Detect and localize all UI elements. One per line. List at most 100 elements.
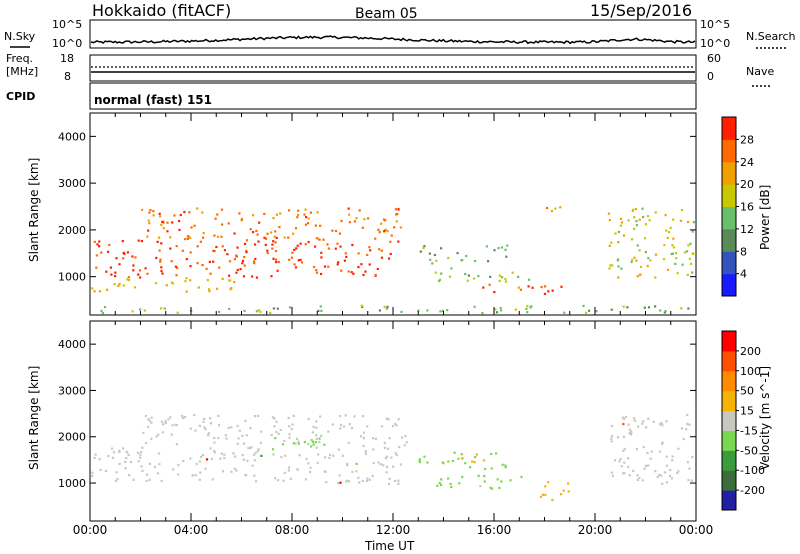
echo-cell [264, 237, 268, 240]
echo-cell [619, 224, 622, 227]
echo-cell [633, 216, 636, 219]
echo-cell [351, 243, 354, 247]
echo-cell [482, 459, 485, 462]
colorbar-tick-label: -200 [740, 484, 765, 497]
echo-cell [644, 223, 648, 226]
echo-cell [307, 443, 310, 446]
echo-cell [361, 479, 364, 482]
echo-cell [662, 258, 666, 261]
echo-cell [670, 477, 673, 480]
echo-cell [617, 241, 620, 244]
echo-cell [280, 455, 283, 459]
echo-cell [659, 309, 662, 312]
echo-cell [339, 423, 342, 427]
echo-cell [248, 446, 251, 449]
echo-cell [242, 458, 245, 461]
echo-cell [245, 473, 248, 477]
velocity-echoes [91, 413, 694, 502]
echo-cell [91, 471, 94, 474]
echo-cell [131, 310, 134, 313]
echo-cell [240, 217, 244, 220]
echo-cell [146, 272, 149, 275]
echo-cell [540, 286, 543, 289]
echo-cell [126, 451, 129, 454]
echo-cell [245, 251, 248, 254]
echo-cell [622, 449, 625, 452]
echo-cell [236, 246, 239, 249]
echo-cell [610, 435, 614, 438]
echo-cell [327, 430, 330, 433]
echo-cell [247, 447, 250, 450]
echo-cell [254, 257, 257, 260]
echo-cell [389, 252, 392, 256]
echo-cell [664, 310, 667, 313]
echo-cell [461, 475, 464, 478]
echo-cell [474, 456, 477, 459]
echo-cell [312, 425, 315, 428]
nave-label: Nave [746, 65, 774, 78]
echo-cell [150, 416, 153, 419]
y-tick-label: 1000 [58, 477, 86, 490]
echo-cell [348, 221, 351, 224]
echo-cell [126, 278, 129, 281]
echo-cell [380, 256, 384, 259]
echo-cell [364, 450, 367, 453]
radar-title: Hokkaido (fitACF) [92, 1, 231, 20]
echo-cell [94, 453, 97, 456]
echo-cell [136, 451, 140, 454]
echo-cell [174, 265, 177, 268]
echo-cell [243, 264, 246, 267]
echo-cell [124, 460, 127, 463]
echo-cell [250, 446, 253, 449]
echo-cell [341, 454, 345, 457]
echo-cell [475, 453, 478, 456]
echo-cell [201, 264, 204, 267]
echo-cell [242, 275, 246, 278]
echo-cell [294, 442, 297, 445]
echo-cell [362, 431, 365, 434]
echo-cell [467, 274, 470, 277]
echo-cell [440, 247, 443, 250]
echo-cell [647, 257, 650, 260]
echo-cell [490, 452, 493, 456]
echo-cell [495, 452, 498, 455]
echo-cell [299, 258, 302, 261]
echo-cell [624, 416, 627, 419]
nsearch-label: N.Search [746, 30, 796, 43]
cpid-panel: normal (fast) 151 CPID [6, 82, 697, 110]
echo-cell [175, 424, 178, 427]
echo-cell [148, 211, 151, 214]
echo-cell [431, 262, 434, 265]
y-tick-label: 1000 [58, 271, 86, 284]
echo-cell [112, 451, 116, 454]
echo-cell [613, 459, 617, 462]
echo-cell [271, 243, 274, 246]
echo-cell [320, 251, 323, 254]
echo-cell [157, 472, 160, 475]
echo-cell [385, 471, 388, 474]
echo-cell [376, 267, 379, 271]
echo-cell [608, 244, 611, 247]
echo-cell [271, 247, 274, 250]
echo-cell [504, 464, 507, 467]
echo-cell [307, 417, 310, 421]
echo-cell [161, 431, 164, 434]
echo-cell [98, 290, 101, 293]
echo-cell [360, 435, 363, 438]
echo-cell [98, 245, 101, 248]
echo-cell [362, 273, 365, 277]
echo-cell [623, 447, 626, 451]
echo-cell [675, 257, 678, 260]
echo-cell [194, 429, 197, 432]
echo-cell [254, 451, 257, 454]
echo-cell [287, 416, 290, 420]
echo-cell [632, 417, 636, 420]
echo-cell [160, 266, 163, 269]
echo-cell [230, 470, 233, 473]
echo-region [91, 277, 236, 293]
echo-cell [320, 434, 323, 437]
echo-cell [638, 249, 641, 252]
echo-cell [610, 440, 613, 443]
echo-cell [315, 437, 318, 440]
velocity-cbar-label: Velocity [m s^-1] [758, 366, 772, 470]
